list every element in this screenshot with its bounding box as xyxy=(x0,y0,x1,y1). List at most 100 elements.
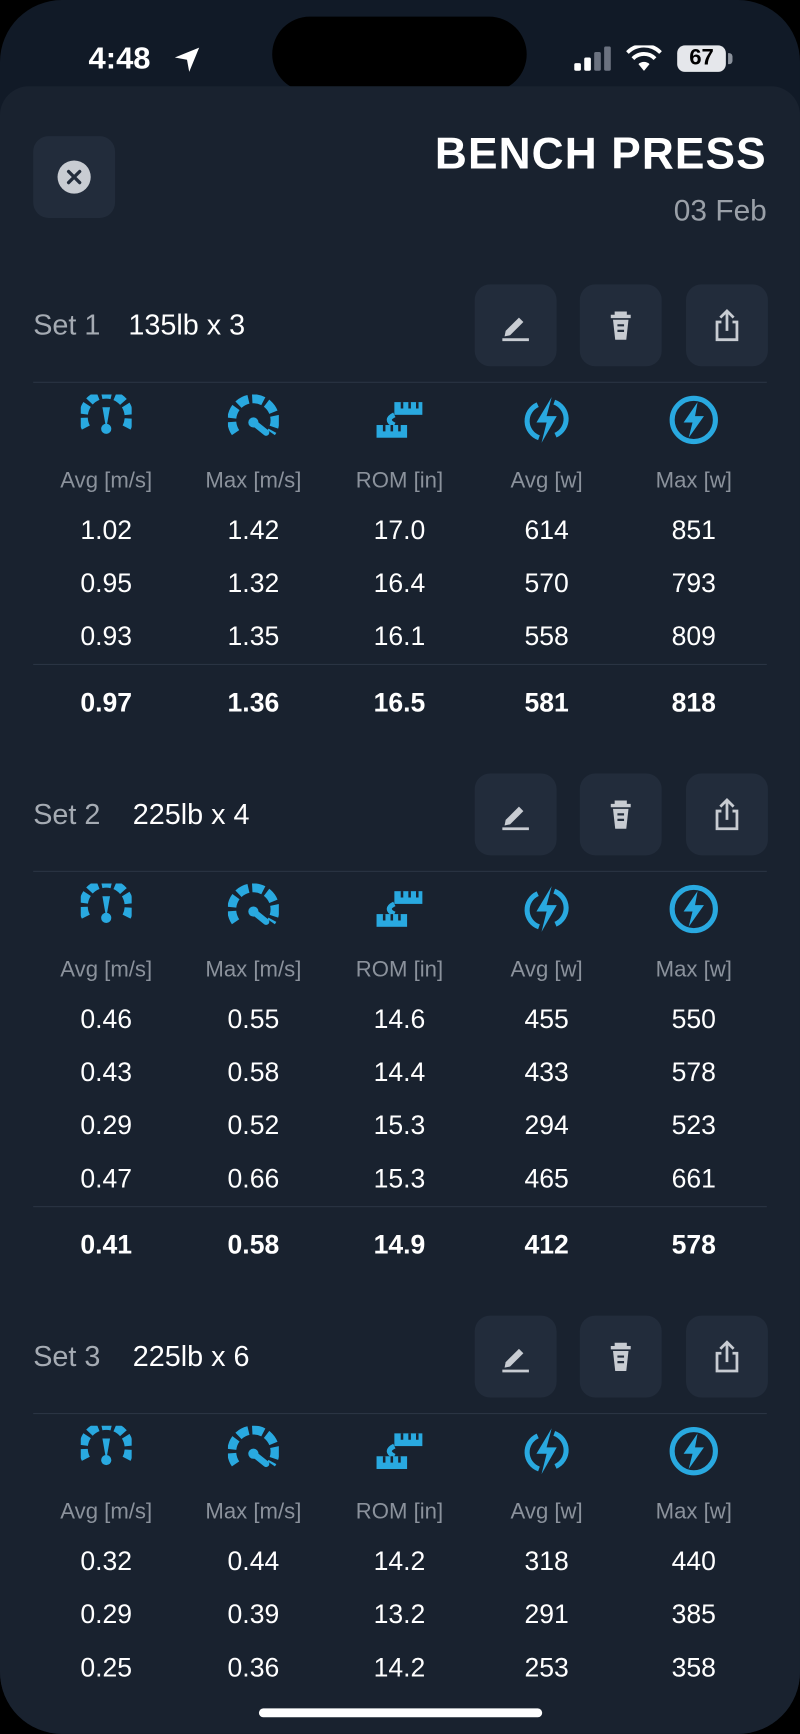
cell: 0.58 xyxy=(227,1057,280,1088)
exercise-title: BENCH PRESS xyxy=(434,130,767,179)
column-header: Max [m/s] xyxy=(205,1499,302,1525)
edit-button[interactable] xyxy=(474,773,557,856)
cell: 17.0 xyxy=(373,515,426,546)
cell: 0.55 xyxy=(227,1004,280,1035)
metric-icon xyxy=(521,884,572,940)
cell: 0.39 xyxy=(227,1599,280,1630)
button-icon xyxy=(610,800,631,829)
cell: 570 xyxy=(524,568,569,599)
cell: 0.43 xyxy=(80,1057,133,1088)
summary-cell: 14.9 xyxy=(373,1230,426,1261)
button-icon xyxy=(502,806,529,831)
divider xyxy=(33,870,767,872)
cell: 14.4 xyxy=(373,1057,426,1088)
cell: 433 xyxy=(524,1057,569,1088)
set-detail: 135lb x 3 xyxy=(128,308,246,342)
icon xyxy=(524,397,569,443)
cell: 16.1 xyxy=(373,621,426,652)
status-time: 4:48 xyxy=(88,40,151,76)
column-header: Avg [m/s] xyxy=(60,468,153,493)
delete-button[interactable] xyxy=(579,284,662,367)
cell: 1.35 xyxy=(227,621,280,652)
cell: 15.3 xyxy=(373,1164,426,1194)
edit-button[interactable] xyxy=(474,284,557,367)
cell: 385 xyxy=(671,1599,716,1630)
column-header: Avg [w] xyxy=(510,957,583,983)
share-button[interactable] xyxy=(686,1315,768,1398)
button-icon xyxy=(715,308,739,342)
set-label: Set 3 xyxy=(33,1339,101,1373)
share-button[interactable] xyxy=(686,773,768,856)
column-header: ROM [in] xyxy=(355,1499,444,1525)
session-date: 03 Feb xyxy=(673,194,767,228)
metric-icon xyxy=(521,1426,572,1482)
icon xyxy=(669,884,718,934)
summary-cell: 0.97 xyxy=(80,688,133,719)
cell: 661 xyxy=(671,1164,716,1194)
set-detail: 225lb x 4 xyxy=(132,797,250,831)
battery-cap xyxy=(728,53,733,65)
button-icon xyxy=(715,1340,739,1373)
icon xyxy=(669,395,718,445)
cell: 14.2 xyxy=(373,1546,426,1577)
cell: 851 xyxy=(671,515,716,546)
cell: 358 xyxy=(671,1653,716,1683)
icon xyxy=(376,891,423,927)
cell: 793 xyxy=(671,568,716,599)
close-icon xyxy=(57,160,91,194)
metric-icon xyxy=(668,1426,719,1482)
summary-cell: 0.41 xyxy=(80,1230,133,1261)
home-indicator xyxy=(258,1708,543,1718)
edit-button[interactable] xyxy=(474,1315,557,1398)
icon xyxy=(227,1425,280,1468)
icon xyxy=(376,1433,423,1469)
set-detail: 225lb x 6 xyxy=(132,1339,250,1373)
cell: 291 xyxy=(524,1599,569,1630)
cell: 253 xyxy=(524,1653,569,1683)
cell: 578 xyxy=(671,1057,716,1088)
column-header: Max [m/s] xyxy=(205,468,302,493)
delete-button[interactable] xyxy=(579,1315,662,1398)
signal-icon xyxy=(574,46,611,71)
battery-level: 67 xyxy=(689,45,714,71)
cell: 16.4 xyxy=(373,568,426,599)
summary-cell: 16.5 xyxy=(373,688,426,719)
summary-cell: 581 xyxy=(524,688,569,719)
metric-icon xyxy=(78,1420,134,1482)
icon xyxy=(78,1420,134,1466)
button-icon xyxy=(610,1342,631,1371)
metric-icon xyxy=(227,394,280,450)
cell: 13.2 xyxy=(373,1599,426,1630)
metric-icon xyxy=(78,878,134,940)
metric-icon xyxy=(374,884,425,940)
cell: 0.36 xyxy=(227,1653,280,1683)
column-header: Max [w] xyxy=(655,957,732,983)
summary-cell: 0.58 xyxy=(227,1230,280,1261)
button-icon xyxy=(502,1348,529,1373)
cell: 0.32 xyxy=(80,1546,133,1577)
metric-icon xyxy=(227,1425,280,1482)
delete-button[interactable] xyxy=(579,773,662,856)
icon xyxy=(78,878,134,923)
column-header: Avg [m/s] xyxy=(60,1499,153,1525)
location-icon xyxy=(174,47,200,72)
set-label: Set 2 xyxy=(33,797,101,831)
button-icon xyxy=(502,317,529,342)
column-header: ROM [in] xyxy=(355,468,444,493)
metric-icon xyxy=(374,1426,425,1482)
cell: 15.3 xyxy=(373,1110,426,1141)
close-button[interactable] xyxy=(33,136,116,218)
share-button[interactable] xyxy=(686,284,768,367)
metric-icon xyxy=(227,883,280,940)
cell: 455 xyxy=(524,1004,569,1035)
divider xyxy=(33,663,767,666)
cell: 550 xyxy=(671,1004,716,1035)
metric-icon xyxy=(374,394,425,450)
cell: 0.47 xyxy=(80,1164,133,1194)
cell: 465 xyxy=(524,1164,569,1194)
summary-cell: 578 xyxy=(671,1230,716,1261)
cell: 0.29 xyxy=(80,1110,133,1141)
cell: 0.25 xyxy=(80,1653,133,1683)
metric-icon xyxy=(78,389,134,450)
